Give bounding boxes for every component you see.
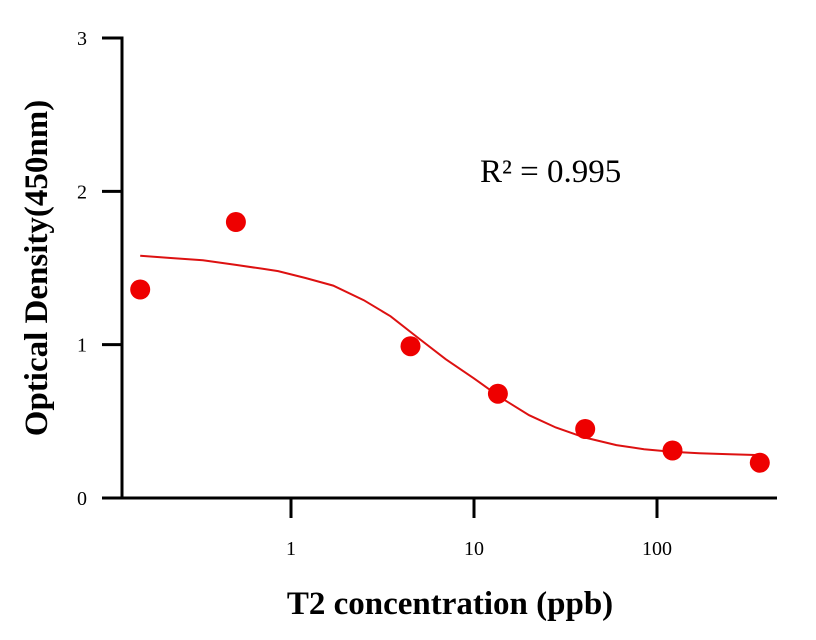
y-ticks: 0 1 2 3 (77, 28, 122, 510)
axes (120, 36, 777, 500)
y-tick-label: 2 (77, 181, 87, 203)
data-points (130, 212, 770, 473)
data-point (130, 279, 151, 300)
x-tick-label: 1 (286, 538, 296, 560)
x-axis-title: T2 concentration (ppb) (287, 586, 613, 622)
data-point (225, 212, 246, 232)
y-tick-label: 3 (77, 28, 87, 50)
data-point (575, 419, 596, 439)
x-tick-label: 10 (464, 538, 484, 560)
fit-curve (140, 254, 760, 457)
data-point (749, 452, 770, 473)
data-point (400, 336, 421, 357)
y-axis-title: Optical Density(450nm) (19, 100, 55, 436)
data-point (662, 440, 683, 461)
x-tick-label: 100 (642, 538, 672, 560)
x-ticks: 1 10 100 (286, 498, 672, 560)
data-point (487, 383, 508, 404)
y-tick-label: 1 (77, 335, 87, 357)
r-squared-annotation: R² = 0.995 (480, 154, 621, 190)
y-tick-label: 0 (77, 488, 87, 510)
